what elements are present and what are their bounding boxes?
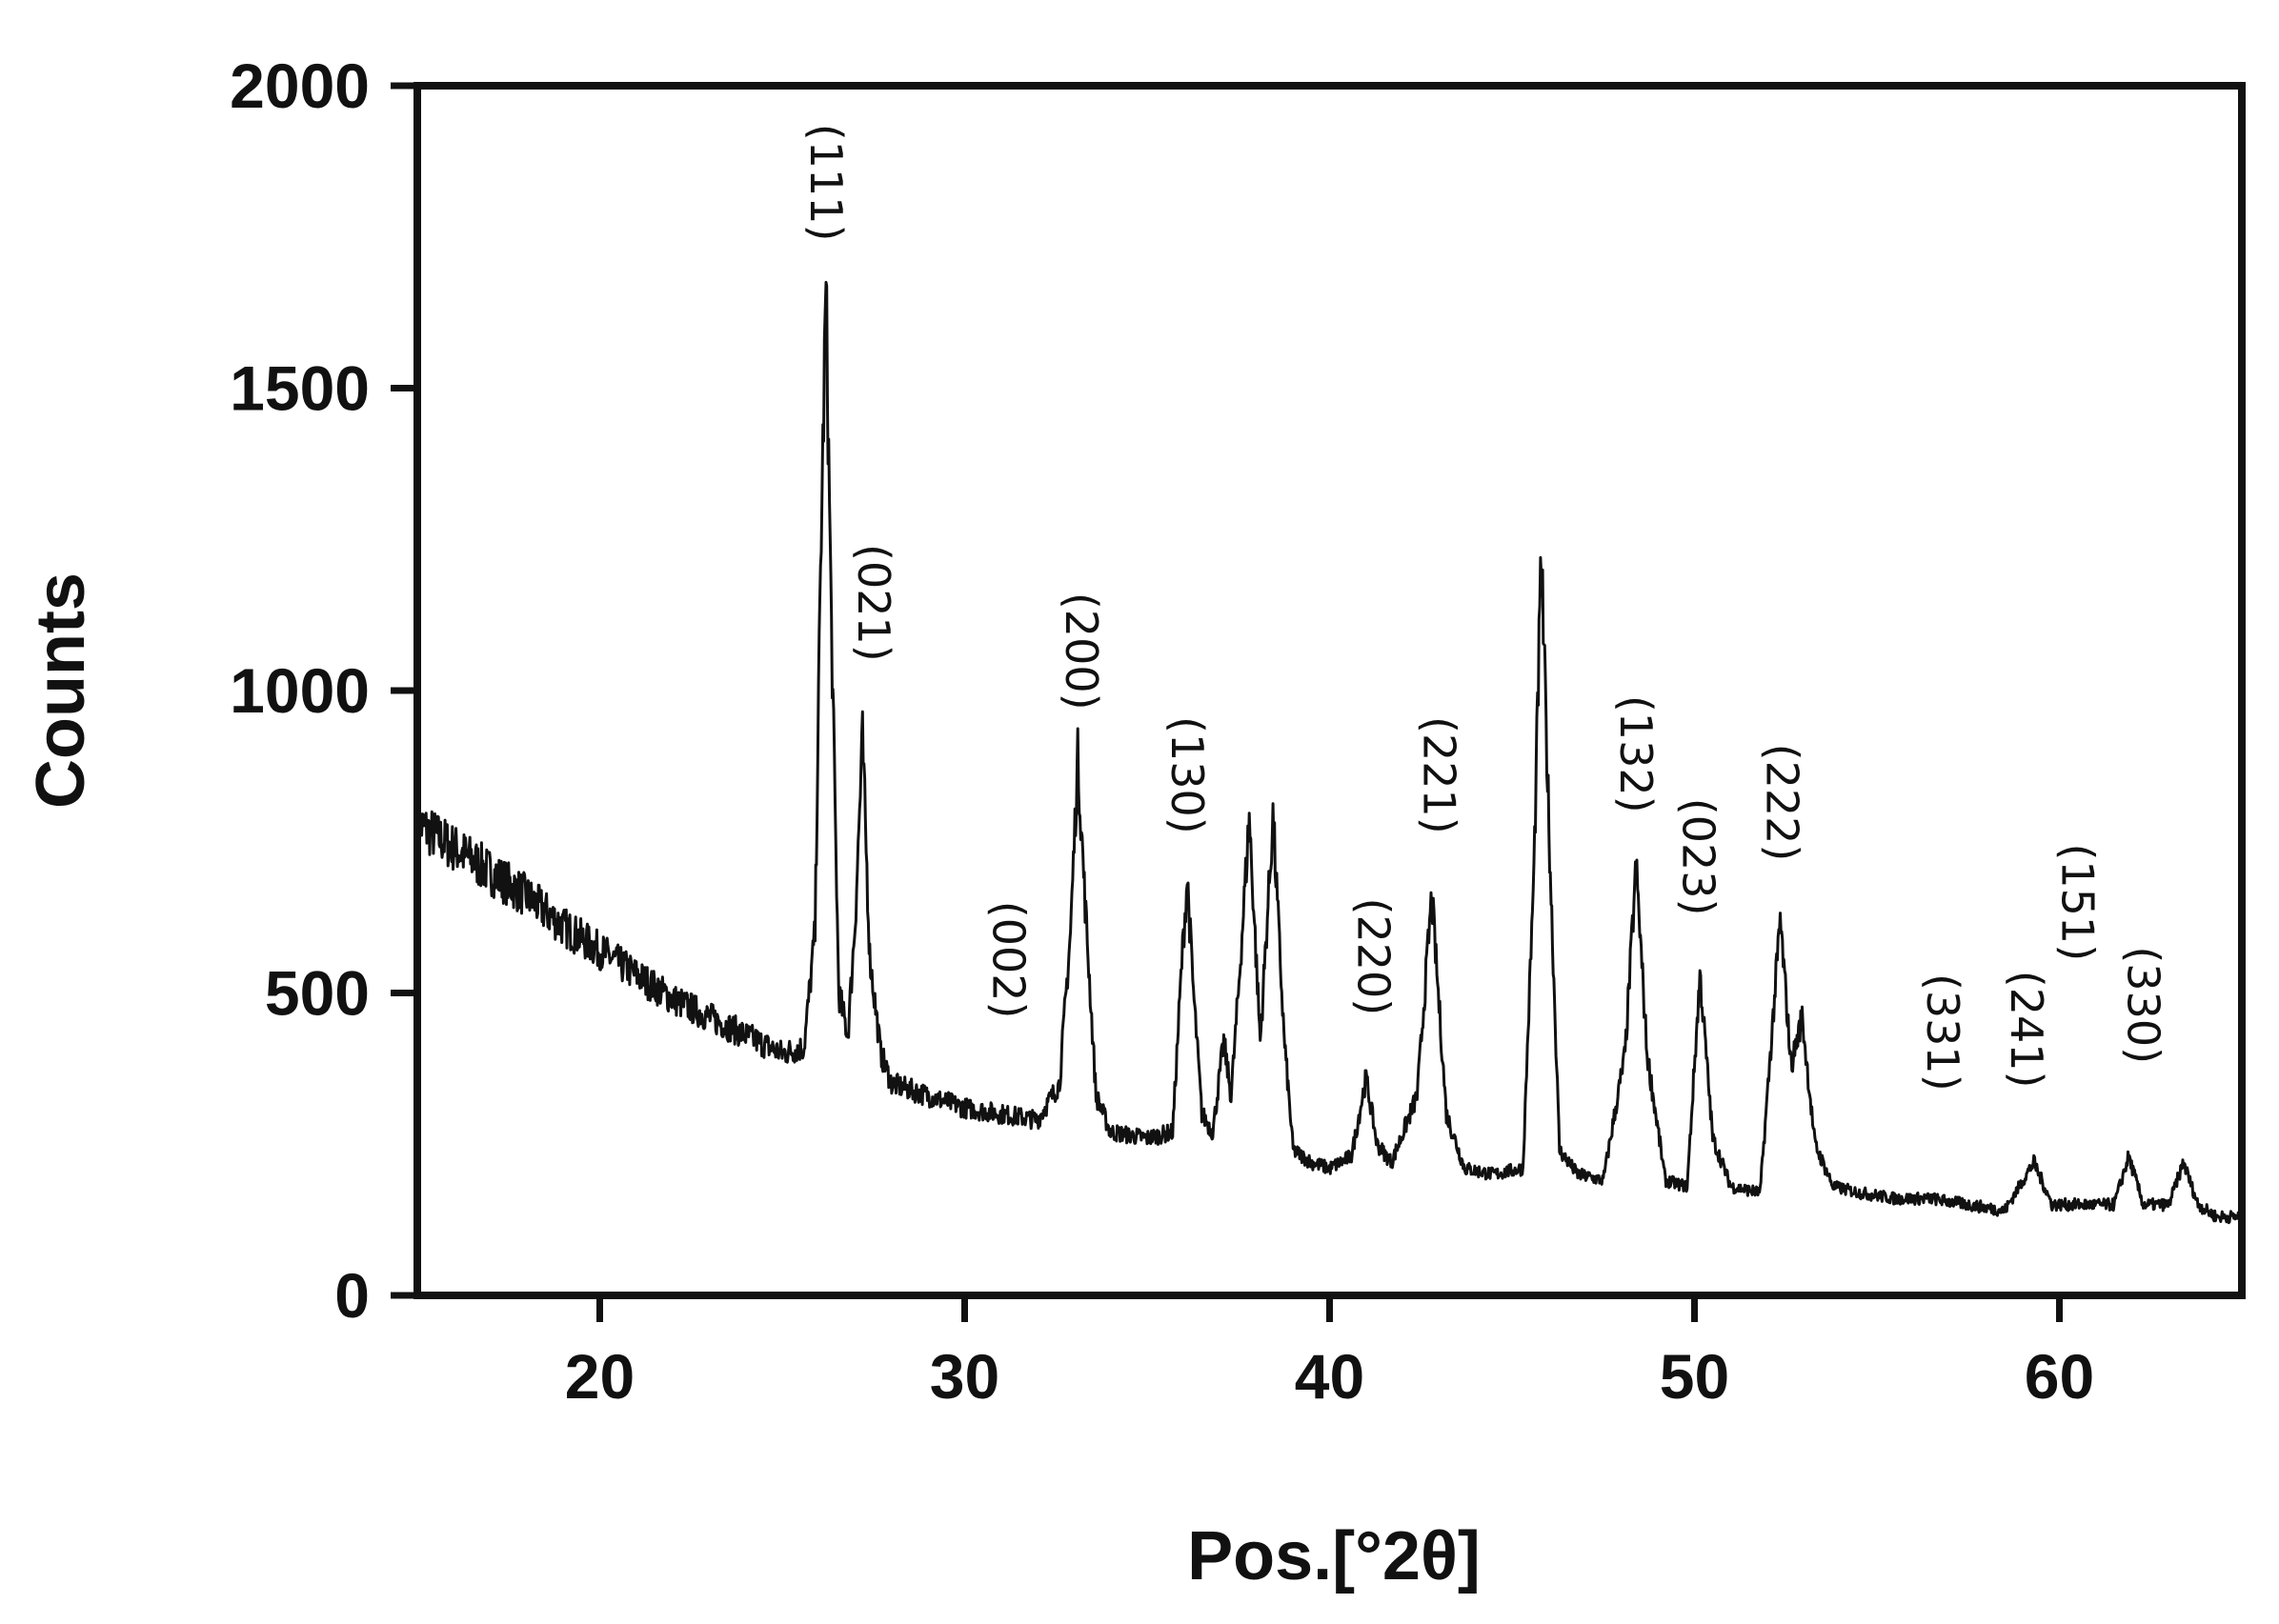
peak-label: (222) <box>1756 744 1807 862</box>
plot-frame <box>413 82 2246 1299</box>
x-tick-label: 30 <box>930 1341 999 1412</box>
y-tick-label: 2000 <box>230 50 370 121</box>
peak-label: (330) <box>2118 946 2169 1064</box>
x-tick-label: 50 <box>1660 1341 1729 1412</box>
y-tick-label: 1500 <box>230 353 370 424</box>
y-tick-label: 500 <box>265 958 370 1029</box>
y-tick-label: 1000 <box>230 655 370 726</box>
peak-label: (023) <box>1672 798 1724 916</box>
y-axis-title: Counts <box>23 572 99 809</box>
peak-annotations: (111) (021) (002) (200) (130) (220) (221) (132)… <box>800 124 2169 1092</box>
peak-label: (111) <box>800 124 852 242</box>
x-tick-label: 20 <box>565 1341 635 1412</box>
x-axis-title: Pos.[°2θ] <box>1187 1518 1481 1594</box>
x-tick-label: 60 <box>2025 1341 2094 1412</box>
peak-label: (200) <box>1056 592 1107 711</box>
peak-label: (241) <box>2001 971 2052 1089</box>
y-tick-label: 0 <box>334 1260 370 1331</box>
peak-label: (221) <box>1413 716 1464 834</box>
peak-label: (132) <box>1610 695 1662 813</box>
x-tick-label: 40 <box>1295 1341 1364 1412</box>
peak-label: (151) <box>2052 843 2104 961</box>
axis-ticks: 20 30 40 50 60 0 500 1000 1500 2000 <box>230 50 2094 1412</box>
peak-label: (130) <box>1161 716 1213 834</box>
peak-label: (331) <box>1917 973 1968 1092</box>
y-axis-title-group: Counts <box>23 572 99 809</box>
series-group <box>415 280 2244 1225</box>
xrd-pattern-line <box>415 280 2244 1225</box>
peak-label: (021) <box>848 544 899 662</box>
peak-label: (002) <box>983 901 1035 1019</box>
peak-label: (220) <box>1348 898 1400 1016</box>
